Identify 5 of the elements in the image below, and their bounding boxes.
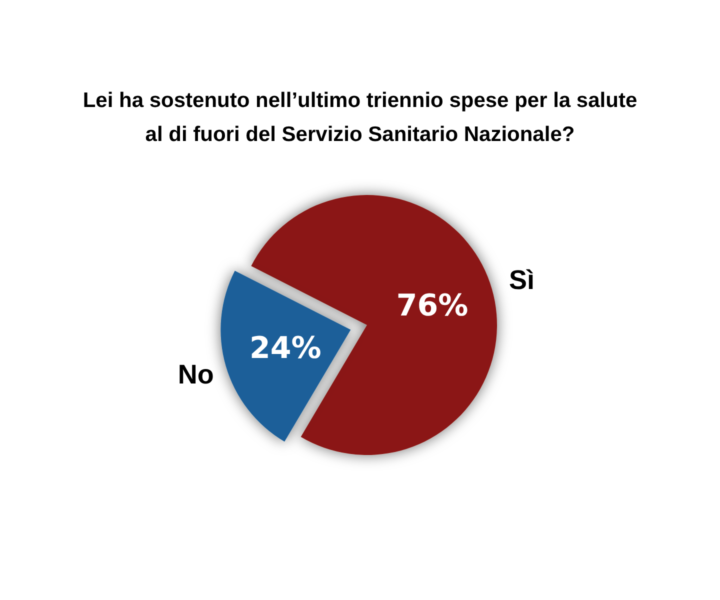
slice-label: Sì: [509, 265, 535, 296]
data-label: 76%: [396, 288, 468, 324]
data-label: 24%: [249, 331, 322, 366]
slice-label: No: [178, 360, 214, 390]
chart-title: Lei ha sostenuto nell’ultimo triennio spese per la salute al di fuori del Servizio Sanitario Nazionale?: [82, 88, 638, 148]
